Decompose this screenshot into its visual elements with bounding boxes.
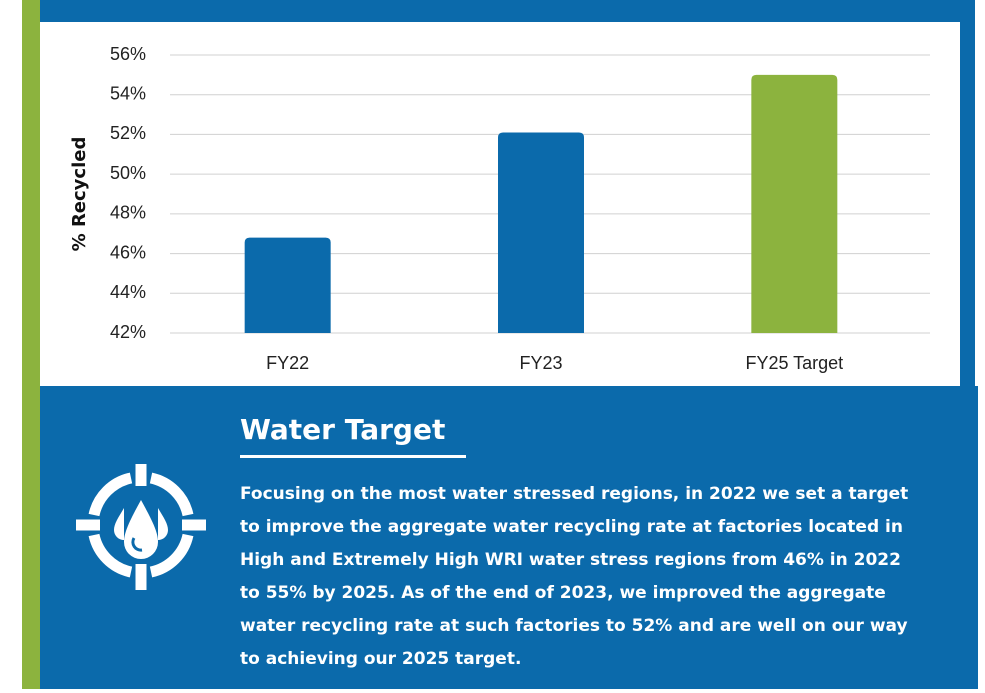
bar: [244, 237, 331, 333]
y-axis-label: % Recycled: [69, 137, 90, 252]
frame-right: [960, 0, 975, 386]
y-tick-label: 52%: [110, 123, 146, 143]
panel-text-line: to achieving our 2025 target.: [240, 649, 521, 669]
y-tick-label: 48%: [110, 203, 146, 223]
y-tick-label: 46%: [110, 242, 146, 262]
panel-text-line: to improve the aggregate water recycling…: [240, 517, 903, 537]
x-tick-label: FY23: [519, 353, 562, 373]
panel-text-line: High and Extremely High WRI water stress…: [240, 550, 901, 570]
green-stripe: [22, 0, 40, 689]
y-tick-label: 56%: [110, 44, 146, 64]
panel-text-line: Focusing on the most water stressed regi…: [240, 484, 908, 504]
bar: [751, 74, 838, 333]
y-tick-label: 42%: [110, 322, 146, 342]
panel-text-line: to 55% by 2025. As of the end of 2023, w…: [240, 583, 886, 603]
bar: [498, 132, 584, 333]
y-tick-label: 44%: [110, 282, 146, 302]
x-tick-label: FY25 Target: [745, 353, 843, 373]
frame-top: [40, 0, 975, 22]
panel-title: Water Target: [240, 413, 445, 446]
y-tick-label: 50%: [110, 163, 146, 183]
x-tick-label: FY22: [266, 353, 309, 373]
text-panel: [40, 386, 978, 689]
panel-text-line: water recycling rate at such factories t…: [240, 616, 908, 636]
drop-highlight: [131, 537, 143, 552]
y-tick-label: 54%: [110, 83, 146, 103]
title-underline: [240, 455, 466, 458]
water-icon: [76, 464, 206, 590]
